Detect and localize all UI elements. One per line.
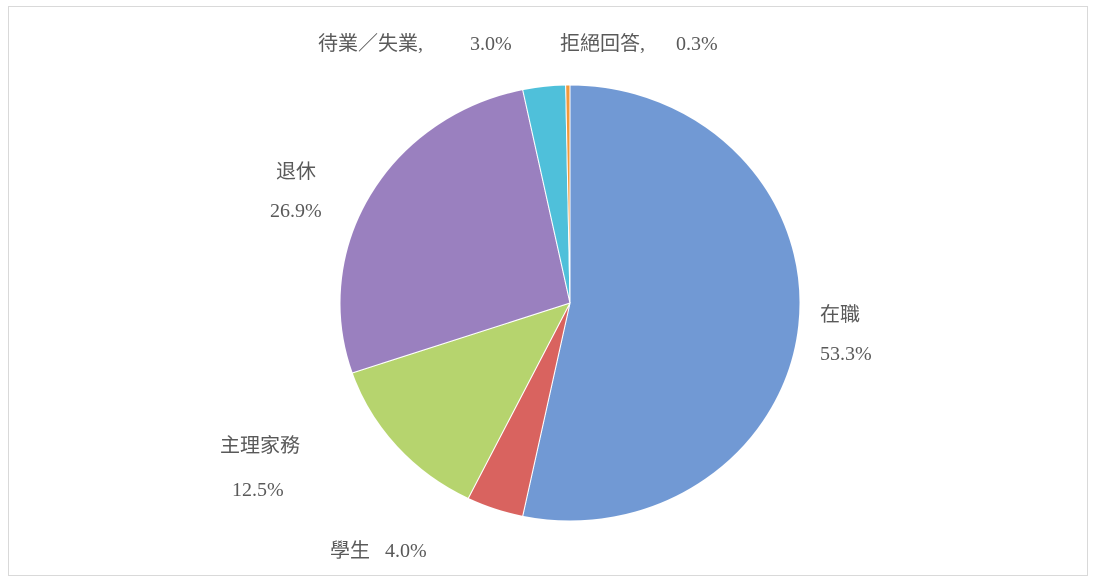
value-label: 0.3% bbox=[676, 33, 718, 55]
slice-label: 在職 bbox=[820, 304, 860, 326]
slice-label: 退休 bbox=[276, 161, 316, 183]
pie-slice bbox=[351, 302, 572, 500]
value-label: 53.3% bbox=[820, 343, 872, 365]
slice-label: 待業／失業 bbox=[318, 34, 423, 54]
slice-label: 學生 bbox=[330, 540, 370, 562]
slice-label: 主理家務 bbox=[220, 435, 300, 457]
pie-slice bbox=[565, 84, 571, 304]
slice-label: 拒絕回答 bbox=[560, 34, 645, 54]
value-label: 4.0% bbox=[385, 540, 427, 562]
pie-slice bbox=[339, 89, 571, 374]
value-label: 12.5% bbox=[232, 479, 284, 501]
value-label: 3.0% bbox=[470, 33, 512, 55]
pie-slice bbox=[522, 84, 801, 522]
chart-frame bbox=[8, 6, 1088, 576]
value-label: 26.9% bbox=[270, 200, 322, 222]
